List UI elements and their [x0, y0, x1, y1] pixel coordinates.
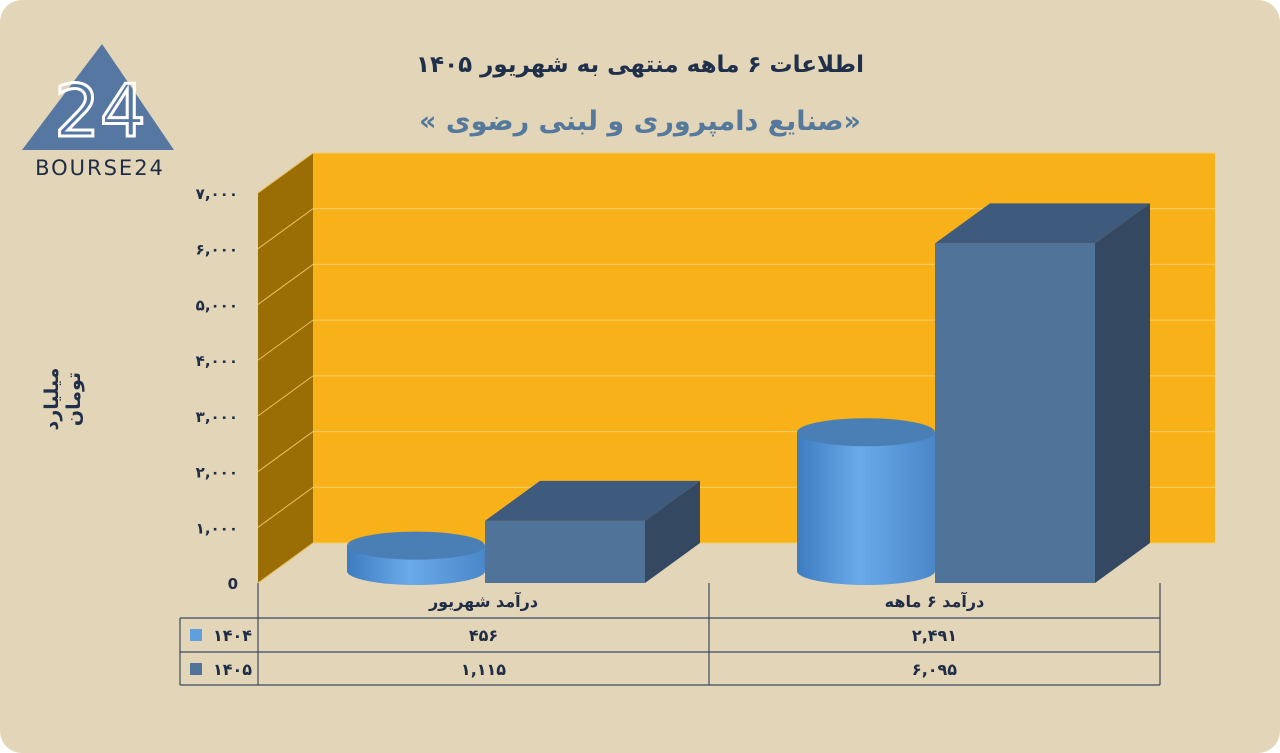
gridline-side — [257, 319, 314, 361]
chart-title: اطلاعات ۶ ماهه منتهی به شهریور ۱۴۰۵ — [416, 52, 864, 78]
gridline-side — [257, 431, 314, 472]
bar-1404-cylinder-top — [347, 531, 485, 560]
legend-series-name: ۱۴۰۴ — [213, 626, 252, 645]
y-tick-label: ۴,۰۰۰ — [196, 352, 238, 370]
bar-1405-box-top — [485, 480, 700, 521]
bourse24-logo-icon: 24 — [22, 44, 174, 155]
logo-text: BOURSE24 — [35, 156, 165, 180]
table-value: ۴۵۶ — [469, 626, 498, 645]
y-tick-label: ۲,۰۰۰ — [196, 464, 238, 482]
y-tick-label: ۳,۰۰۰ — [196, 408, 238, 426]
legend-swatch-1 — [190, 663, 202, 675]
table-value: ۱,۱۱۵ — [461, 660, 506, 679]
bar-1405-box-top — [935, 203, 1150, 244]
table-value: ۲,۴۹۱ — [912, 626, 957, 645]
gridline-side — [257, 264, 314, 305]
legend-swatch-0 — [190, 629, 202, 641]
bar-1405-box-side — [1095, 203, 1150, 583]
bar-1404-cylinder-top — [797, 418, 935, 447]
bar-1405-box-side — [645, 480, 700, 583]
table-category-label: درآمد شهریور — [428, 591, 538, 611]
legend-series-name: ۱۴۰۵ — [213, 660, 252, 679]
y-tick-label: ۱,۰۰۰ — [196, 519, 238, 537]
gridline-side — [257, 375, 314, 417]
y-tick-label: 0 — [228, 575, 238, 593]
gridline-side — [257, 486, 314, 528]
chart-subtitle: «صنایع دامپروری و لبنی رضوی » — [418, 106, 862, 137]
bar-1404-cylinder — [797, 432, 935, 585]
plot-side-wall — [258, 153, 313, 583]
logo-mark: 24 — [54, 69, 146, 153]
gridline-side — [257, 208, 314, 250]
y-tick-label: ۶,۰۰۰ — [196, 241, 238, 259]
table-category-label: درآمد ۶ ماهه — [885, 591, 985, 611]
y-tick-label: ۵,۰۰۰ — [196, 296, 238, 314]
gridline-side — [257, 152, 314, 194]
gridline-side — [257, 542, 314, 584]
bar-1405-box-front — [485, 520, 645, 583]
y-tick-label: ۷,۰۰۰ — [196, 185, 238, 203]
bar-1405-box-front — [935, 243, 1095, 583]
table-value: ۶,۰۹۵ — [912, 660, 957, 679]
